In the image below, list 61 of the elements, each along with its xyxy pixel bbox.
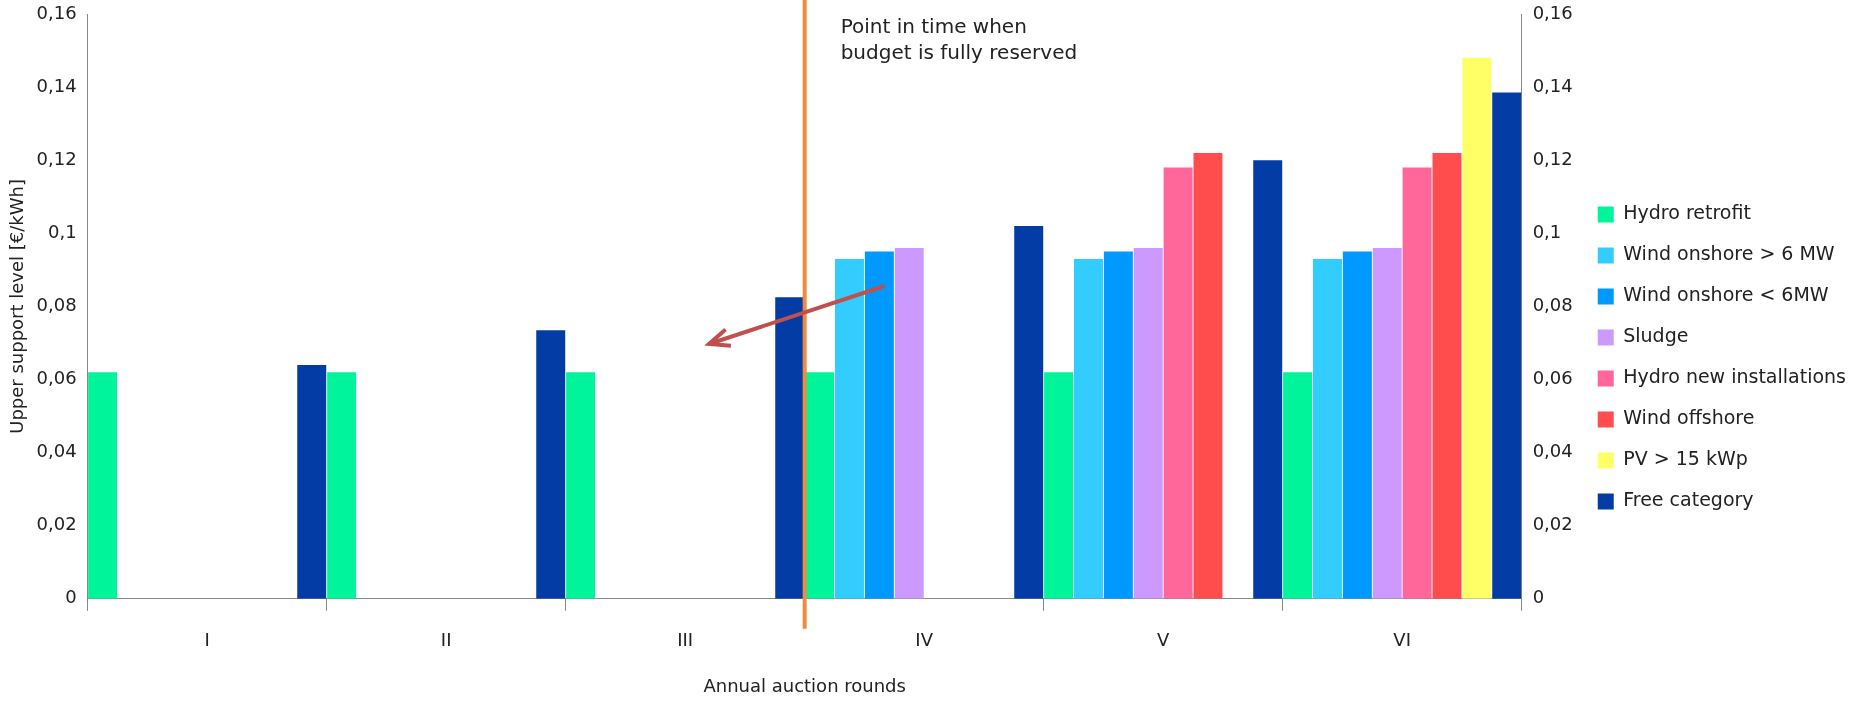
bar [1253, 160, 1283, 599]
bar [1283, 372, 1313, 599]
y2-tick-label: 0,1 [1532, 220, 1562, 242]
bar [1193, 152, 1223, 599]
y-tick-label: 0,1 [48, 220, 77, 242]
x-tick-label: II [440, 629, 452, 651]
bar [1462, 57, 1492, 599]
y-tick-label: 0,16 [36, 1, 77, 23]
bar [775, 297, 805, 599]
x-tick-label: V [1157, 629, 1170, 651]
bar [1014, 225, 1044, 599]
bar [894, 247, 924, 599]
bar [566, 372, 596, 599]
bar [1163, 167, 1193, 599]
ref-line-label: Point in time when budget is fully reserved [840, 14, 1078, 65]
y-tick-label: 0,08 [36, 294, 77, 316]
bar [864, 251, 894, 599]
x-tick-label: VI [1393, 629, 1411, 651]
y2-tick-label: 0,12 [1532, 147, 1573, 169]
y-tick-label: 0,12 [36, 147, 77, 169]
bar [1073, 258, 1103, 599]
bar [1372, 247, 1402, 599]
bar [1432, 152, 1462, 599]
bar [1342, 251, 1372, 599]
legend-label: PV > 15 kWp [1623, 447, 1748, 470]
bar [297, 364, 327, 599]
y-tick-label: 0,04 [36, 440, 77, 462]
y2-tick-label: 0 [1532, 586, 1545, 608]
x-tick-label: III [677, 629, 694, 651]
legend-label: Hydro retrofit [1623, 201, 1751, 224]
bar [88, 372, 118, 599]
y2-tick-label: 0,16 [1532, 1, 1573, 23]
x-tick-label: I [204, 629, 210, 651]
y2-tick-label: 0,08 [1532, 294, 1573, 316]
y-tick-label: 0 [65, 586, 77, 608]
y-axis-title: Upper support level [€/kWh] [6, 179, 28, 434]
y2-tick-label: 0,06 [1532, 367, 1573, 389]
bar [1402, 167, 1432, 599]
legend-label: Hydro new installations [1623, 365, 1847, 388]
x-tick-label: IV [915, 629, 934, 651]
legend-label: Sludge [1623, 324, 1689, 347]
legend-label: Wind offshore [1623, 406, 1755, 429]
bar [1133, 247, 1163, 599]
y2-tick-label: 0,14 [1532, 74, 1573, 96]
y2-tick-label: 0,04 [1532, 440, 1573, 462]
bar [834, 258, 864, 599]
legend-label: Wind onshore > 6 MW [1623, 242, 1835, 265]
legend-label: Wind onshore < 6MW [1623, 283, 1829, 306]
legend-label: Free category [1623, 488, 1754, 511]
bar [1044, 372, 1074, 599]
bar [1312, 258, 1342, 599]
bar [805, 372, 835, 599]
y2-tick-label: 0,02 [1532, 513, 1573, 535]
bar [327, 372, 357, 599]
bar [1492, 92, 1522, 599]
y-tick-label: 0,14 [36, 74, 77, 96]
x-axis-title: Annual auction rounds [703, 674, 906, 696]
bar [1103, 251, 1133, 599]
bar [536, 330, 566, 599]
y-tick-label: 0,02 [36, 513, 77, 535]
y-tick-label: 0,06 [36, 367, 77, 389]
